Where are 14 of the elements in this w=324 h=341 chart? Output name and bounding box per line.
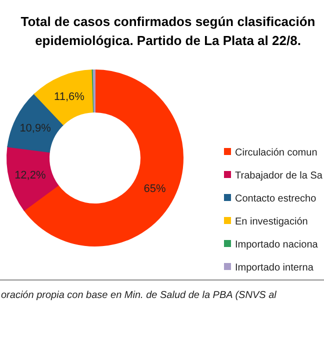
chart-title: Total de casos confirmados según clasificación epidemiológica. Partido de La Plata al 22/8. [20,14,316,48]
legend-label: En investigación [235,216,308,228]
data-label: 65% [144,183,166,196]
data-label: 11,6% [54,91,85,104]
data-label: 12,2% [14,170,46,182]
legend-label: Importado interna [235,262,314,274]
legend-label: Contacto estrecho [235,194,317,204]
donut-slice [34,70,94,126]
data-label: 10,9% [20,122,52,134]
donut-slice [6,146,59,211]
legend-label: Circulación comun [235,148,318,158]
legend-label: Trabajador de la Sa [235,170,323,182]
text: oración propia con base en Min. de Salud de la PBA (SNVS al [1,290,278,301]
legend-label: Importado naciona [235,240,318,250]
